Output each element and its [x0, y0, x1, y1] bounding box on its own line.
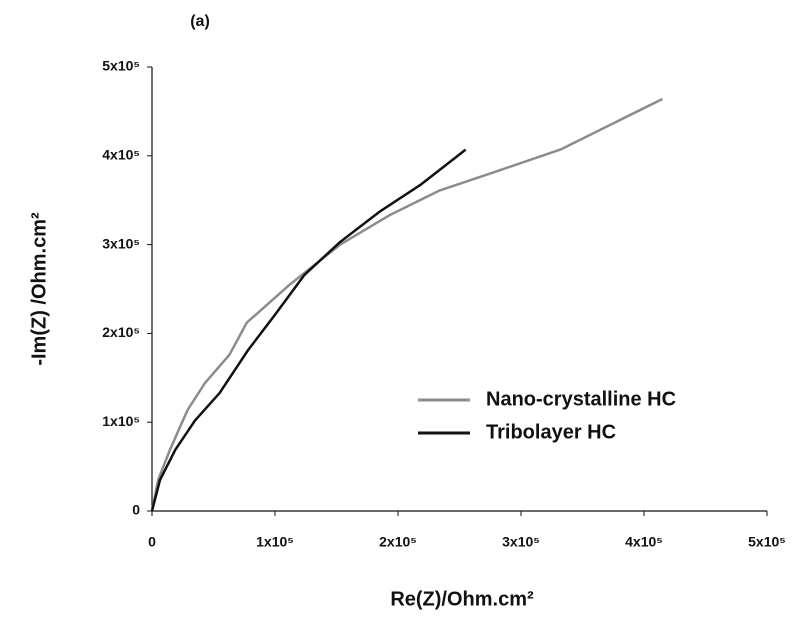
- data-line: [150, 97, 664, 512]
- x-tick-label: 0: [148, 534, 156, 550]
- y-tick-label: 3x10⁵: [102, 235, 140, 251]
- x-tick-label: 1x10⁵: [256, 534, 294, 550]
- x-tick-label: 2x10⁵: [379, 534, 417, 550]
- y-tick-label: 2x10⁵: [102, 324, 140, 340]
- y-tick-label: 5x10⁵: [102, 58, 140, 74]
- data-line: [150, 148, 467, 512]
- legend-label: Nano-crystalline HC: [486, 388, 676, 410]
- panel-label: (a): [190, 13, 210, 30]
- y-tick-label: 0: [132, 502, 140, 518]
- x-tick-label: 3x10⁵: [502, 534, 540, 550]
- y-tick-label: 4x10⁵: [102, 147, 140, 163]
- x-axis-label: Re(Z)/Ohm.cm²: [390, 588, 534, 610]
- y-axis-label: -Im(Z) /Ohm.cm²: [28, 212, 50, 366]
- x-tick-label: 5x10⁵: [748, 534, 786, 550]
- x-tick-label: 4x10⁵: [625, 534, 663, 550]
- y-tick-label: 1x10⁵: [102, 413, 140, 429]
- legend-label: Tribolayer HC: [486, 421, 616, 443]
